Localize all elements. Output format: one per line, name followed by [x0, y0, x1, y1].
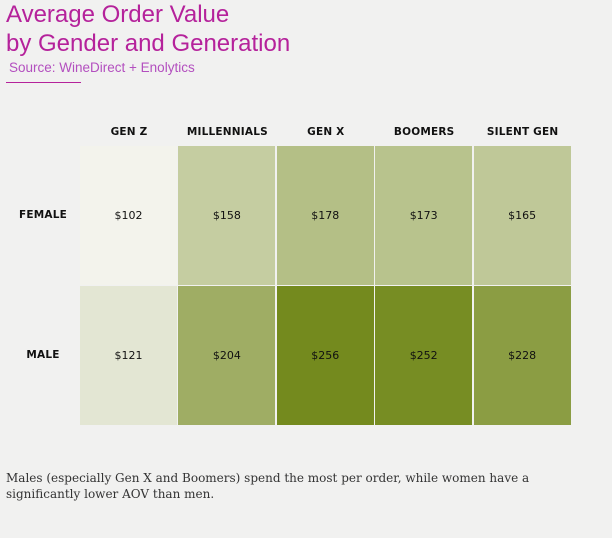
cell-value-label: $178 [311, 209, 340, 222]
heatmap-cell: $178 [276, 146, 374, 285]
row-header: FEMALE [19, 209, 67, 221]
cell-value-label: $256 [311, 349, 340, 362]
cell-value-label: $158 [212, 209, 241, 222]
column-header: MILLENNIALS [186, 126, 268, 138]
heatmap-cell: $165 [473, 146, 571, 285]
heatmap-cell: $228 [473, 286, 571, 425]
cell-value-label: $252 [409, 349, 438, 362]
column-header: GEN Z [110, 126, 148, 138]
heatmap-cell: $256 [276, 286, 374, 425]
column-header: GEN X [307, 126, 345, 138]
cell-value-label: $228 [508, 349, 537, 362]
cell-value-label: $165 [508, 209, 537, 222]
source-note: Source: WineDirect + Enolytics [9, 60, 195, 75]
heatmap-cell: $102 [80, 146, 177, 285]
column-header: SILENT GEN [486, 126, 559, 138]
cell-value-label: $102 [114, 209, 143, 222]
heatmap-cell: $158 [178, 146, 276, 285]
title-line-2: by Gender and Generation [6, 30, 291, 57]
column-header: BOOMERS [393, 126, 455, 138]
chart-title: Average Order Value by Gender and Genera… [6, 0, 290, 58]
cell-value-label: $204 [212, 349, 241, 362]
heatmap-cell: $121 [80, 286, 177, 425]
heatmap-cell: $204 [178, 286, 276, 425]
title-line-1: Average Order Value [6, 1, 230, 28]
heatmap-cell: $252 [375, 286, 473, 425]
cell-value-label: $173 [409, 209, 438, 222]
footnote: Males (especially Gen X and Boomers) spe… [6, 471, 530, 501]
cell-value-label: $121 [114, 349, 143, 362]
heatmap-cell: $173 [375, 146, 473, 285]
row-header: MALE [26, 349, 60, 361]
title-underline [6, 82, 81, 83]
